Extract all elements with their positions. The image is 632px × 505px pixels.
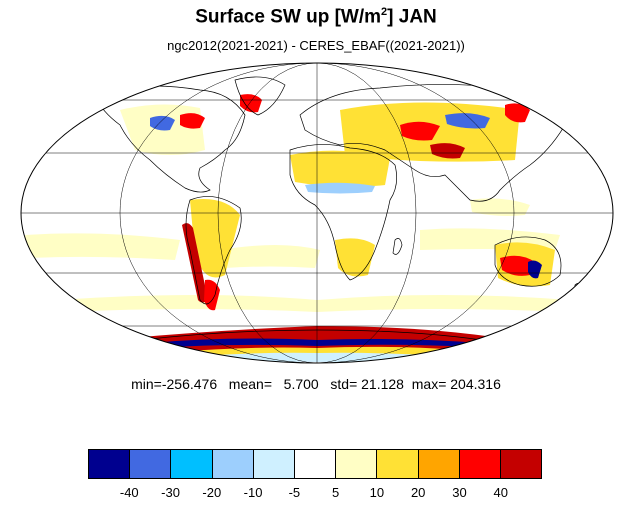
siberia-red <box>505 103 530 123</box>
patagonia-red <box>204 279 220 311</box>
colorbar-box-10 <box>500 450 542 478</box>
south-america-yellow <box>190 199 240 278</box>
lon-60 <box>217 63 417 363</box>
min-label: min= <box>131 376 162 392</box>
greenland-red <box>240 94 262 113</box>
tibet-red <box>430 143 465 159</box>
sahara-yellow <box>290 150 390 187</box>
coast-eurasia <box>299 84 566 202</box>
coast-south-america <box>185 196 242 305</box>
colorbar-box-1 <box>130 450 172 478</box>
colorbar-tick-label: 30 <box>452 485 467 500</box>
min-value: -256.476 <box>161 376 218 392</box>
colorbar-tick-label: -10 <box>243 485 263 500</box>
colorbar-box-0 <box>89 450 131 478</box>
antarctica-blue-edge <box>150 338 480 348</box>
coast-africa <box>289 144 397 281</box>
plot-title: Surface SW up [W/m2] JAN <box>0 6 632 28</box>
eurasia-blue <box>445 113 490 129</box>
colorbar-tick-label: 20 <box>410 485 426 500</box>
eurasia-red <box>400 121 440 141</box>
north-america-blue <box>150 115 175 131</box>
colorbar <box>88 449 542 479</box>
title-tail: ] JAN <box>387 6 437 28</box>
colorbar-tick-label: 10 <box>369 485 385 500</box>
colorbar-tick-label: -20 <box>202 485 222 500</box>
colorbar-box-2 <box>171 450 213 478</box>
std-label: std= <box>330 376 358 392</box>
south-atlantic-band <box>220 245 320 268</box>
coast-new-zealand <box>573 283 583 296</box>
coast-madagascar <box>392 238 403 255</box>
south-pacific-band <box>25 233 180 260</box>
colorbar-tick-label: -30 <box>161 485 180 500</box>
lon-120 <box>119 63 515 363</box>
sahel-light-blue <box>305 182 375 194</box>
coast-north-america <box>94 85 246 193</box>
colorbar-box-3 <box>212 450 254 478</box>
colorbar-box-5 <box>294 450 337 478</box>
colorbar-box-8 <box>418 450 460 478</box>
title-superscript: 2 <box>381 6 388 18</box>
plot-subtitle: ngc2012(2021-2021) - CERES_EBAF((2021-20… <box>167 38 465 53</box>
southern-ocean-band <box>60 295 570 312</box>
coast-australia <box>494 236 562 287</box>
globe-outline <box>20 62 614 364</box>
max-value: 204.316 <box>450 376 501 392</box>
mean-label: mean= <box>228 376 272 392</box>
statistics-line: min=-256.476 mean= 5.700 std= 21.128 max… <box>0 376 632 392</box>
anomaly-field <box>25 94 570 362</box>
colorbar-box-7 <box>377 450 419 478</box>
mean-value: 5.700 <box>283 376 319 392</box>
south-africa-yellow <box>335 238 375 277</box>
andes-red <box>182 223 208 303</box>
colorbar-box-9 <box>459 450 501 478</box>
colorbar-ticks: -40 -30 -20 -10 -5 5 10 20 30 40 <box>88 485 542 503</box>
australia-blue <box>528 260 542 279</box>
coast-greenland <box>234 76 286 116</box>
title-text: Surface SW up [W/m <box>195 6 382 28</box>
maritime-continent-yellow <box>470 198 530 216</box>
north-america-red <box>180 113 205 129</box>
colorbar-tick-label: -5 <box>288 485 301 500</box>
colorbar-tick-label: 40 <box>493 485 508 500</box>
colorbar-box-6 <box>336 450 378 478</box>
colorbar-box-4 <box>253 450 295 478</box>
max-label: max= <box>411 376 447 392</box>
colorbar-tick-label: -40 <box>119 485 139 500</box>
std-value: 21.128 <box>361 376 404 392</box>
australia-red <box>500 255 535 276</box>
colorbar-tick-label: 5 <box>332 485 340 500</box>
